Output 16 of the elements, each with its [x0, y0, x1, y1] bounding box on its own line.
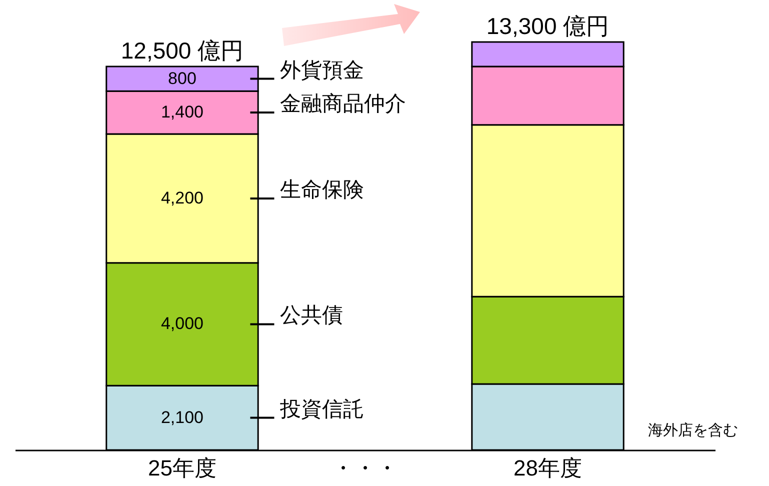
annotation: 海外店を含む [648, 422, 738, 439]
total-label: 13,300 億円 [486, 13, 610, 39]
data-label: 2,100 [160, 408, 204, 427]
total-label: 12,500 億円 [120, 38, 244, 64]
data-label: 1,400 [160, 102, 204, 122]
x-tick-label: ・・・ [332, 456, 398, 480]
legend-label: 投資信託 [279, 398, 364, 421]
legend-label: 生命保険 [280, 178, 364, 202]
legend-label: 公共債 [280, 304, 344, 328]
legend-label: 外貨預金 [280, 58, 364, 82]
x-tick-label: 25年度 [148, 456, 216, 480]
data-label: 4,200 [160, 188, 204, 208]
x-tick-label: 28年度 [514, 456, 582, 480]
data-label: 4,000 [160, 314, 204, 334]
legend-label: 金融商品仲介 [280, 92, 406, 116]
data-label: 800 [168, 68, 196, 88]
